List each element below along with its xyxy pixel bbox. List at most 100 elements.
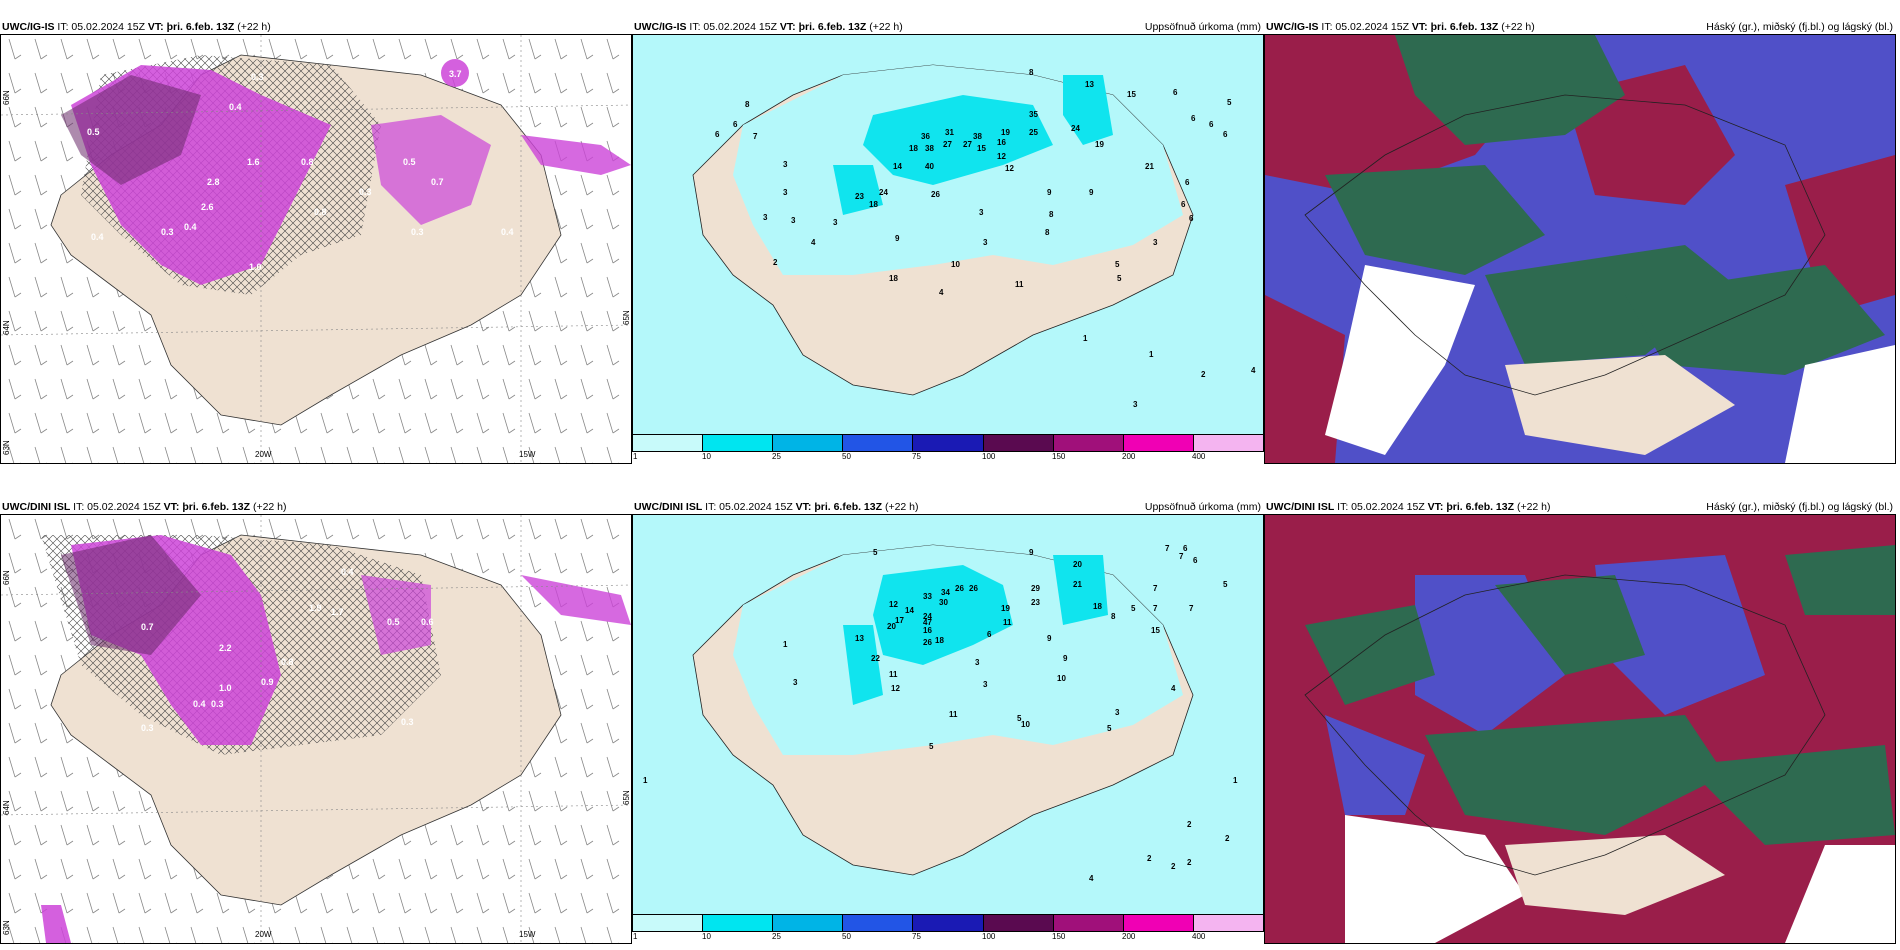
- mid-cloud-area-2: [1595, 555, 1765, 715]
- sea-band: [1133, 315, 1263, 445]
- lead-time: (+22 h): [1516, 501, 1551, 513]
- precip-value: 3: [763, 213, 768, 222]
- wind-value-label: 0.4: [91, 232, 104, 242]
- precip-value: 1: [1233, 776, 1238, 785]
- precip-value: 34: [941, 588, 950, 597]
- valid-time: þri. 6.feb. 13Z: [1446, 501, 1515, 513]
- precip-value: 15: [1151, 626, 1160, 635]
- precip-value: 40: [925, 162, 934, 171]
- lat-label-64n: 64N: [2, 320, 11, 335]
- cloud-map-svg: [1265, 515, 1895, 943]
- wind-precip-map[interactable]: 2.2 0.4 0.7 1.0 0.3 0.9 0.8 0.4 0.3 1.7 …: [0, 514, 632, 944]
- panel-right-title: Háský (gr.), miðský (fj.bl.) og lágský (…: [1706, 501, 1893, 513]
- panel-title: UWC/DINI ISL IT: 05.02.2024 15Z VT: þri.…: [0, 496, 287, 518]
- precip-map[interactable]: 8 13 15 6 5 6 6 6 24 38 31 36 19 35 25 1…: [632, 34, 1264, 446]
- precip-value: 7: [1179, 552, 1184, 561]
- high-cloud-area-3: [1485, 245, 1735, 365]
- wind-value-label: 1.0: [249, 262, 262, 272]
- wind-value-label: 0.8: [301, 157, 314, 167]
- precip-value: 13: [855, 634, 864, 643]
- precip-magenta-3: [361, 575, 431, 655]
- precip-value: 6: [1193, 556, 1198, 565]
- colorbar-label: 400: [1192, 932, 1206, 941]
- precip-value: 12: [1005, 164, 1014, 173]
- colorbar-swatch: [1193, 435, 1263, 451]
- precip-value: 26: [931, 190, 940, 199]
- colorbar-swatch: [913, 915, 984, 931]
- init-time: IT: 05.02.2024 15Z: [73, 501, 161, 513]
- valid-time: þri. 6.feb. 13Z: [814, 501, 883, 513]
- wind-value-label: 1.7: [331, 607, 344, 617]
- precip-cyan-area: [873, 565, 1013, 665]
- wind-value-label: 0.8: [281, 657, 294, 667]
- cloud-map[interactable]: [1264, 34, 1896, 464]
- lat-label-65n: 65N: [622, 310, 631, 325]
- wind-value-label: 0.3: [161, 227, 174, 237]
- wind-value-label: 1.0: [219, 683, 232, 693]
- valid-label: VT:: [163, 501, 180, 513]
- colorbar-label: 50: [842, 452, 851, 461]
- clear-area: [1345, 815, 1525, 943]
- colorbar-swatch: [983, 915, 1054, 931]
- precip-value: 4: [811, 238, 816, 247]
- precip-value: 17: [895, 616, 904, 625]
- clear-area: [1325, 265, 1475, 455]
- wind-value-label: 0.4: [193, 699, 206, 709]
- precip-map-svg: 5 9 7 6 6 7 5 12 14 17 33 34 26 30 26 29…: [633, 515, 1263, 925]
- precip-value: 33: [923, 592, 932, 601]
- init-time: IT: 05.02.2024 15Z: [1337, 501, 1425, 513]
- init-time: IT: 05.02.2024 15Z: [1321, 21, 1409, 33]
- precip-value: 6: [1191, 114, 1196, 123]
- lat-label-65n: 65N: [622, 790, 631, 805]
- colorbar-label: 200: [1122, 452, 1136, 461]
- precip-value: 6: [1185, 178, 1190, 187]
- high-cloud-area: [1305, 605, 1435, 705]
- precip-value: 26: [923, 638, 932, 647]
- wind-precip-map[interactable]: 3.7 0.3 0.4 0.5 1.6 2.8 2.6 0.4 0.3 0.5 …: [0, 34, 632, 464]
- precip-value: 3: [1153, 238, 1158, 247]
- precip-value: 14: [905, 606, 914, 615]
- precip-value: 4: [1171, 684, 1176, 693]
- valid-label: VT:: [147, 21, 164, 33]
- precip-value: 7: [753, 132, 758, 141]
- wind-value-label: 0.3: [141, 723, 154, 733]
- precip-value: 3: [793, 678, 798, 687]
- precip-value: 15: [977, 144, 986, 153]
- precip-value: 18: [909, 144, 918, 153]
- precip-value: 12: [889, 600, 898, 609]
- high-cloud-area-4: [1685, 745, 1895, 845]
- precip-value: 9: [1047, 188, 1052, 197]
- precip-value: 18: [869, 200, 878, 209]
- valid-time: þri. 6.feb. 13Z: [1430, 21, 1499, 33]
- precip-magenta-4: [41, 905, 71, 943]
- wind-value-labels: 3.7 0.3 0.4 0.5 1.6 2.8 2.6 0.4 0.3 0.5 …: [87, 69, 514, 272]
- colorbar-swatch: [633, 435, 704, 451]
- wind-value-labels: 2.2 0.4 0.7 1.0 0.3 0.9 0.8 0.4 0.3 1.7 …: [141, 567, 434, 733]
- precip-value: 19: [1001, 604, 1010, 613]
- precip-value: 2: [1147, 854, 1152, 863]
- precip-value: 26: [955, 584, 964, 593]
- cloud-map[interactable]: [1264, 514, 1896, 944]
- precip-value: 2: [773, 258, 778, 267]
- precip-value: 27: [943, 140, 952, 149]
- wind-precip-map-svg: 2.2 0.4 0.7 1.0 0.3 0.9 0.8 0.4 0.3 1.7 …: [1, 515, 631, 943]
- panel-row1-left: UWC/IG-IS IT: 05.02.2024 15Z VT: þri. 6.…: [0, 12, 632, 464]
- precip-value: 6: [1189, 214, 1194, 223]
- wind-value-label: 0.4: [229, 102, 242, 112]
- precip-value: 36: [921, 132, 930, 141]
- lon-label-20w: 20W: [255, 930, 272, 939]
- precip-magenta-2: [371, 115, 491, 225]
- wind-value-label: 1.9: [309, 603, 322, 613]
- precip-value: 21: [1145, 162, 1154, 171]
- valid-time: þri. 6.feb. 13Z: [182, 501, 251, 513]
- precip-value: 12: [891, 684, 900, 693]
- lat-label-64n: 64N: [2, 800, 11, 815]
- wind-value-label: 0.6: [421, 617, 434, 627]
- precip-value: 6: [987, 630, 992, 639]
- lon-label-20w: 20W: [255, 450, 272, 459]
- precip-value: 25: [1029, 128, 1038, 137]
- precip-value: 3: [975, 658, 980, 667]
- precip-value: 24: [1071, 124, 1080, 133]
- precip-map[interactable]: 5 9 7 6 6 7 5 12 14 17 33 34 26 30 26 29…: [632, 514, 1264, 926]
- precip-value: 3: [1115, 708, 1120, 717]
